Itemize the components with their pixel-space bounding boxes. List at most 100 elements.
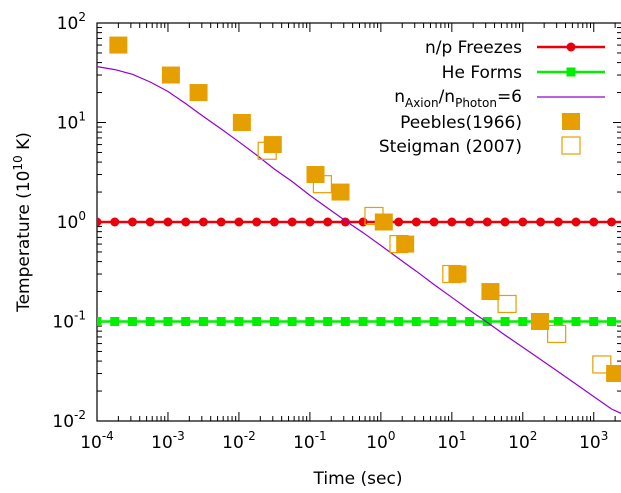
series-0-marker: [269, 217, 279, 227]
series-1-marker: [234, 317, 244, 326]
series-3-point: [232, 114, 251, 131]
series-3-point: [374, 213, 393, 231]
series-4-point: [547, 324, 567, 344]
series-1-marker: [429, 317, 439, 326]
legend-label-np-freezes: n/p Freezes: [425, 38, 522, 58]
legend-marker-he-forms: [566, 67, 576, 77]
legend-marker-peebles: [562, 113, 580, 130]
legend-label-steigman: Steigman (2007): [379, 137, 522, 157]
x-tick-label: 10-4: [80, 429, 114, 453]
series-0-marker: [198, 217, 208, 227]
series-0-marker: [607, 217, 617, 227]
series-1-marker: [163, 317, 173, 326]
x-tick-label: 10-1: [293, 429, 327, 453]
series-0-marker: [305, 217, 315, 227]
series-1-marker: [358, 317, 368, 326]
series-1-marker: [411, 317, 421, 326]
series-1-marker: [553, 317, 563, 326]
series-0-marker: [287, 217, 297, 227]
series-4-point: [497, 294, 517, 314]
series-3-point: [189, 84, 208, 102]
y-axis-label-post: K): [14, 132, 34, 155]
series-0-marker: [234, 217, 244, 227]
legend-entry-peebles: Peebles(1966): [400, 113, 580, 133]
x-tick-label: 10-3: [151, 429, 185, 453]
series-0-marker: [252, 217, 262, 227]
x-tick-labels: 10-4 10-3 10-2 10-1 100 101 102 103: [80, 429, 608, 453]
series-3-point: [161, 66, 180, 84]
series-0-marker: [553, 217, 563, 227]
series-1-marker: [465, 317, 475, 326]
series-3-point: [396, 235, 415, 253]
series-0-marker: [518, 217, 528, 227]
series-layer: [97, 36, 621, 415]
legend-label-he-forms: He Forms: [442, 63, 522, 83]
legend-marker-steigman: [561, 136, 581, 155]
tick-marks: [96, 22, 621, 422]
series-0-marker: [394, 217, 404, 227]
legend-entry-np-freezes: n/p Freezes: [425, 38, 605, 58]
series-3-point: [481, 283, 500, 301]
series-3-point: [306, 166, 325, 184]
series-1-marker: [589, 317, 599, 326]
y-tick-labels: 10-2 10-1 100 101 102: [52, 10, 86, 432]
series-4-point: [389, 234, 409, 254]
series-1-marker: [145, 317, 155, 326]
series-1-marker: [482, 317, 492, 326]
series-4-point: [592, 355, 612, 374]
series-1-marker: [500, 317, 510, 326]
series-1-marker: [323, 317, 333, 326]
series-1-marker: [518, 317, 528, 326]
series-0-marker: [500, 217, 510, 227]
y-tick-label: 100: [57, 209, 86, 233]
series-0-marker: [216, 217, 226, 227]
legend-marker-np-freezes: [566, 42, 576, 52]
series-1-marker: [198, 317, 208, 326]
x-tick-label: 103: [579, 429, 608, 453]
series-3-point: [109, 36, 128, 54]
series-0-marker: [536, 217, 546, 227]
series-1-marker: [340, 317, 350, 326]
series-3-point: [531, 313, 550, 330]
series-0-marker: [181, 217, 191, 227]
series-0-marker: [358, 217, 368, 227]
x-tick-label: 102: [508, 429, 537, 453]
y-tick-label: 10-2: [52, 408, 86, 432]
series-1-marker: [127, 317, 137, 326]
x-axis-label: Time (sec): [313, 469, 403, 489]
series-3-point: [448, 265, 467, 283]
series-0-marker: [465, 217, 475, 227]
series-0-marker: [411, 217, 421, 227]
series-3-point: [263, 136, 282, 154]
series-0-marker: [145, 217, 155, 227]
series-4-point: [312, 175, 332, 194]
series-1-marker: [394, 317, 404, 326]
series-1-marker: [110, 317, 120, 326]
series-4-point: [257, 141, 277, 160]
y-axis-label-sup: 10: [11, 155, 25, 170]
series-1-marker: [305, 317, 315, 326]
y-tick-label: 101: [57, 110, 86, 134]
series-1-marker: [571, 317, 581, 326]
legend-label-axion: nAxion/nPhoton=6: [394, 87, 522, 110]
series-0-marker: [571, 217, 581, 227]
y-tick-label: 102: [57, 10, 86, 34]
legend-entry-he-forms: He Forms: [442, 63, 605, 83]
series-1-marker: [607, 317, 617, 326]
series-0-marker: [97, 217, 102, 227]
y-axis-label: Temperature (1010 K): [11, 132, 34, 313]
series-2-curve: [97, 66, 621, 415]
legend-entry-axion: nAxion/nPhoton=6: [394, 87, 605, 110]
series-0-marker: [447, 217, 457, 227]
legend-entry-steigman: Steigman (2007): [379, 136, 581, 157]
y-axis-label-pre: Temperature (10: [14, 171, 34, 313]
series-1-marker: [287, 317, 297, 326]
series-0-marker: [110, 217, 120, 227]
series-3-point: [606, 365, 621, 383]
series-0-marker: [589, 217, 599, 227]
x-tick-label: 10-2: [222, 429, 256, 453]
series-1-marker: [216, 317, 226, 326]
series-3-point: [331, 183, 350, 201]
